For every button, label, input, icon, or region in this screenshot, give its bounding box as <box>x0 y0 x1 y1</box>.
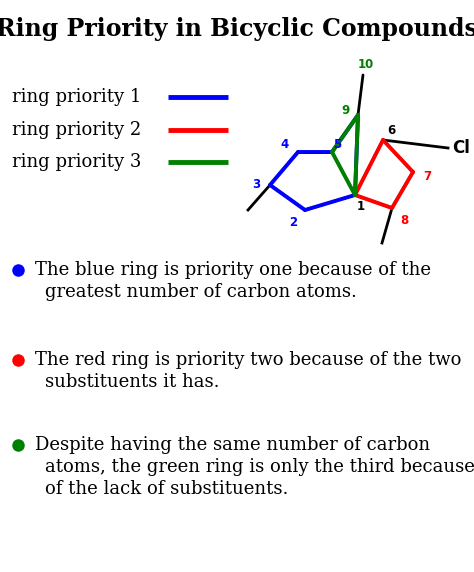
Text: Cl: Cl <box>452 139 470 157</box>
Text: 5: 5 <box>333 137 341 150</box>
Text: greatest number of carbon atoms.: greatest number of carbon atoms. <box>45 283 357 301</box>
Text: 6: 6 <box>387 125 395 137</box>
Text: ring priority 1: ring priority 1 <box>12 88 141 106</box>
Text: 2: 2 <box>289 216 297 228</box>
Text: 9: 9 <box>342 104 350 117</box>
Text: 1: 1 <box>357 201 365 213</box>
Text: Ring Priority in Bicyclic Compounds: Ring Priority in Bicyclic Compounds <box>0 17 474 41</box>
Text: 7: 7 <box>423 170 431 184</box>
Text: Despite having the same number of carbon: Despite having the same number of carbon <box>35 436 430 454</box>
Text: 3: 3 <box>252 178 260 192</box>
Text: 8: 8 <box>400 213 408 227</box>
Text: The blue ring is priority one because of the: The blue ring is priority one because of… <box>35 261 431 279</box>
Text: The red ring is priority two because of the two: The red ring is priority two because of … <box>35 351 461 369</box>
Text: 10: 10 <box>358 58 374 72</box>
Text: of the lack of substituents.: of the lack of substituents. <box>45 480 288 498</box>
Text: 4: 4 <box>281 137 289 150</box>
Text: ring priority 2: ring priority 2 <box>12 121 141 139</box>
Text: atoms, the green ring is only the third because: atoms, the green ring is only the third … <box>45 458 474 476</box>
Text: ring priority 3: ring priority 3 <box>12 153 141 171</box>
Text: substituents it has.: substituents it has. <box>45 373 219 391</box>
